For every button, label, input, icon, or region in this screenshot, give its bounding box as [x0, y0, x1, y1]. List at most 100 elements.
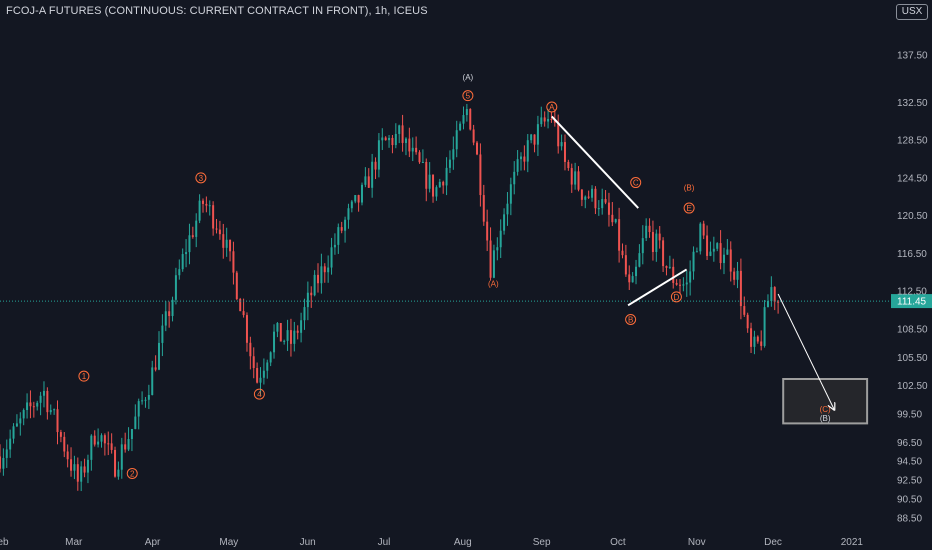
- candle-body: [42, 390, 45, 396]
- candle-body: [232, 251, 235, 273]
- candle-body: [739, 270, 742, 307]
- candle-body: [137, 401, 140, 417]
- wave-label: C: [633, 179, 639, 188]
- target-box: [782, 378, 869, 425]
- candle-body: [526, 140, 529, 162]
- candle-body: [763, 307, 766, 346]
- candle-body: [212, 205, 215, 229]
- candle-body: [130, 428, 133, 439]
- candle-body: [638, 253, 641, 267]
- candle-body: [411, 147, 414, 152]
- candle-body: [685, 282, 688, 285]
- candle-body: [188, 235, 191, 253]
- candle-body: [712, 248, 715, 252]
- candle-body: [567, 161, 570, 169]
- target-box-label: (C): [820, 405, 831, 414]
- candle-body: [357, 195, 360, 203]
- candle-body: [147, 394, 150, 400]
- candle-body: [313, 274, 316, 296]
- candle-body: [134, 416, 137, 429]
- candle-body: [398, 125, 401, 134]
- candle-body: [300, 320, 303, 333]
- candle-body: [465, 109, 468, 116]
- candle-body: [225, 239, 228, 248]
- candle-body: [283, 340, 286, 342]
- target-box-label: (B): [820, 414, 831, 423]
- candle-body: [201, 200, 204, 204]
- wave-label: 2: [130, 469, 135, 478]
- candle-body: [330, 247, 333, 268]
- candle-body: [672, 266, 675, 283]
- candle-body: [428, 174, 431, 189]
- wave-circle: [195, 172, 207, 184]
- candle-body: [550, 118, 553, 120]
- y-tick-label: 128.50: [897, 136, 928, 147]
- candle-body: [743, 306, 746, 315]
- trend-line: [627, 268, 688, 307]
- candle-body: [570, 168, 573, 185]
- candle-body: [90, 435, 93, 460]
- candle-body: [327, 267, 330, 273]
- candle-body: [124, 444, 127, 450]
- candle-body: [648, 225, 651, 233]
- candle-body: [560, 142, 563, 147]
- candle-body: [553, 119, 556, 123]
- candle-body: [320, 266, 323, 284]
- candle-body: [753, 336, 756, 347]
- trend-line: [551, 115, 639, 209]
- candle-body: [736, 270, 739, 280]
- candle-body: [154, 367, 157, 370]
- candle-body: [492, 250, 495, 278]
- candle-body: [303, 307, 306, 321]
- candle-body: [262, 370, 265, 378]
- candle-body: [117, 469, 120, 477]
- candle-body: [750, 328, 753, 347]
- candle-body: [658, 233, 661, 241]
- candle-body: [418, 152, 421, 163]
- candle-body: [452, 149, 455, 160]
- candle-body: [594, 188, 597, 209]
- candle-body: [26, 402, 29, 411]
- currency-button[interactable]: USX: [896, 4, 928, 20]
- candle-body: [164, 311, 167, 326]
- y-tick-label: 94.50: [897, 457, 922, 468]
- candle-body: [317, 274, 320, 284]
- candle-body: [12, 426, 15, 439]
- candle-body: [63, 436, 66, 452]
- candle-body: [80, 466, 83, 482]
- wave-circle: [462, 90, 474, 102]
- candle-body: [259, 377, 262, 383]
- candle-body: [114, 449, 117, 477]
- candle-body: [388, 137, 391, 141]
- candle-body: [158, 342, 161, 370]
- candle-body: [245, 315, 248, 343]
- candle-body: [252, 356, 255, 369]
- candle-body: [540, 117, 543, 125]
- candle-body: [178, 269, 181, 276]
- x-tick-label: Aug: [454, 537, 472, 548]
- y-tick-label: 96.50: [897, 438, 922, 449]
- y-tick-label: 124.50: [897, 173, 928, 184]
- wave-circle: [253, 388, 265, 400]
- candle-body: [482, 195, 485, 222]
- candle-body: [15, 423, 18, 427]
- candle-body: [557, 122, 560, 147]
- candle-body: [185, 252, 188, 255]
- candle-body: [601, 199, 604, 209]
- candle-body: [438, 181, 441, 188]
- candle-body: [168, 311, 171, 317]
- x-tick-label: Feb: [0, 537, 9, 548]
- candle-body: [746, 314, 749, 329]
- candle-body: [574, 171, 577, 185]
- candle-body: [171, 299, 174, 317]
- candle-body: [577, 171, 580, 190]
- candle-body: [719, 243, 722, 264]
- candle-body: [618, 219, 621, 251]
- candle-body: [665, 266, 668, 268]
- candle-body: [229, 239, 232, 252]
- candle-body: [310, 292, 313, 296]
- candle-body: [766, 301, 769, 308]
- candle-body: [56, 409, 59, 433]
- y-tick-label: 112.50: [897, 287, 927, 298]
